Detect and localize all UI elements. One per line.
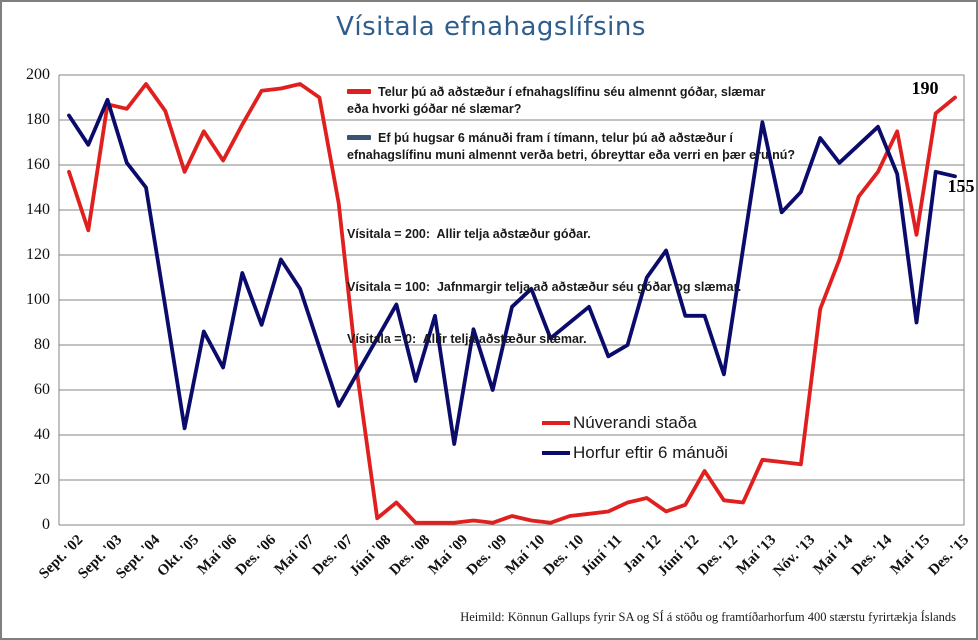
annotation-question-outlook-text: Ef þú hugsar 6 mánuði fram í tímann, tel… — [347, 131, 796, 163]
y-axis-label: 160 — [26, 156, 50, 173]
annotation-question-outlook: Ef þú hugsar 6 mánuði fram í tímann, tel… — [347, 130, 797, 165]
y-axis-label: 120 — [26, 246, 50, 263]
annotation-question-current-text: Telur þú að aðstæður í efnahagslífinu sé… — [347, 85, 766, 117]
legend: Núverandi staða Horfur eftir 6 mánuði — [542, 408, 728, 468]
y-axis-label: 140 — [26, 201, 50, 218]
legend-label-outlook: Horfur eftir 6 mánuði — [573, 443, 728, 462]
legend-item-current: Núverandi staða — [542, 408, 728, 438]
y-axis-label: 100 — [26, 291, 50, 308]
y-axis-label: 20 — [34, 471, 50, 488]
red-series-marker-icon — [542, 421, 570, 425]
y-axis-label: 0 — [42, 516, 50, 533]
y-axis-label: 40 — [34, 426, 50, 443]
scale-note-200: Vísitala = 200: Allir telja aðstæður góð… — [347, 227, 591, 241]
scale-note-100: Vísitala = 100: Jafnmargir telja að aðst… — [347, 279, 742, 294]
y-axis-label: 200 — [26, 66, 50, 83]
annotation-scale-notes: Vísitala = 200: Allir telja aðstæður góð… — [347, 191, 827, 384]
chart-title: Vísitala efnahagslífsins — [336, 12, 646, 42]
annotation-question-current: Telur þú að aðstæður í efnahagslífinu sé… — [347, 84, 767, 119]
end-label-outlook: 155 — [947, 176, 975, 196]
blue-series-marker-icon — [542, 451, 570, 455]
legend-label-current: Núverandi staða — [573, 413, 697, 432]
y-axis-label: 80 — [34, 336, 50, 353]
blue-line-marker-icon — [347, 135, 371, 140]
end-label-current: 190 — [911, 78, 939, 98]
source-note: Heimild: Könnun Gallups fyrir SA og SÍ á… — [460, 610, 956, 624]
scale-note-0: Vísitala = 0: Allir telja aðstæður slæma… — [347, 332, 587, 346]
y-axis-label: 180 — [26, 111, 50, 128]
legend-item-outlook: Horfur eftir 6 mánuði — [542, 438, 728, 468]
y-axis-label: 60 — [34, 381, 50, 398]
red-line-marker-icon — [347, 89, 371, 94]
